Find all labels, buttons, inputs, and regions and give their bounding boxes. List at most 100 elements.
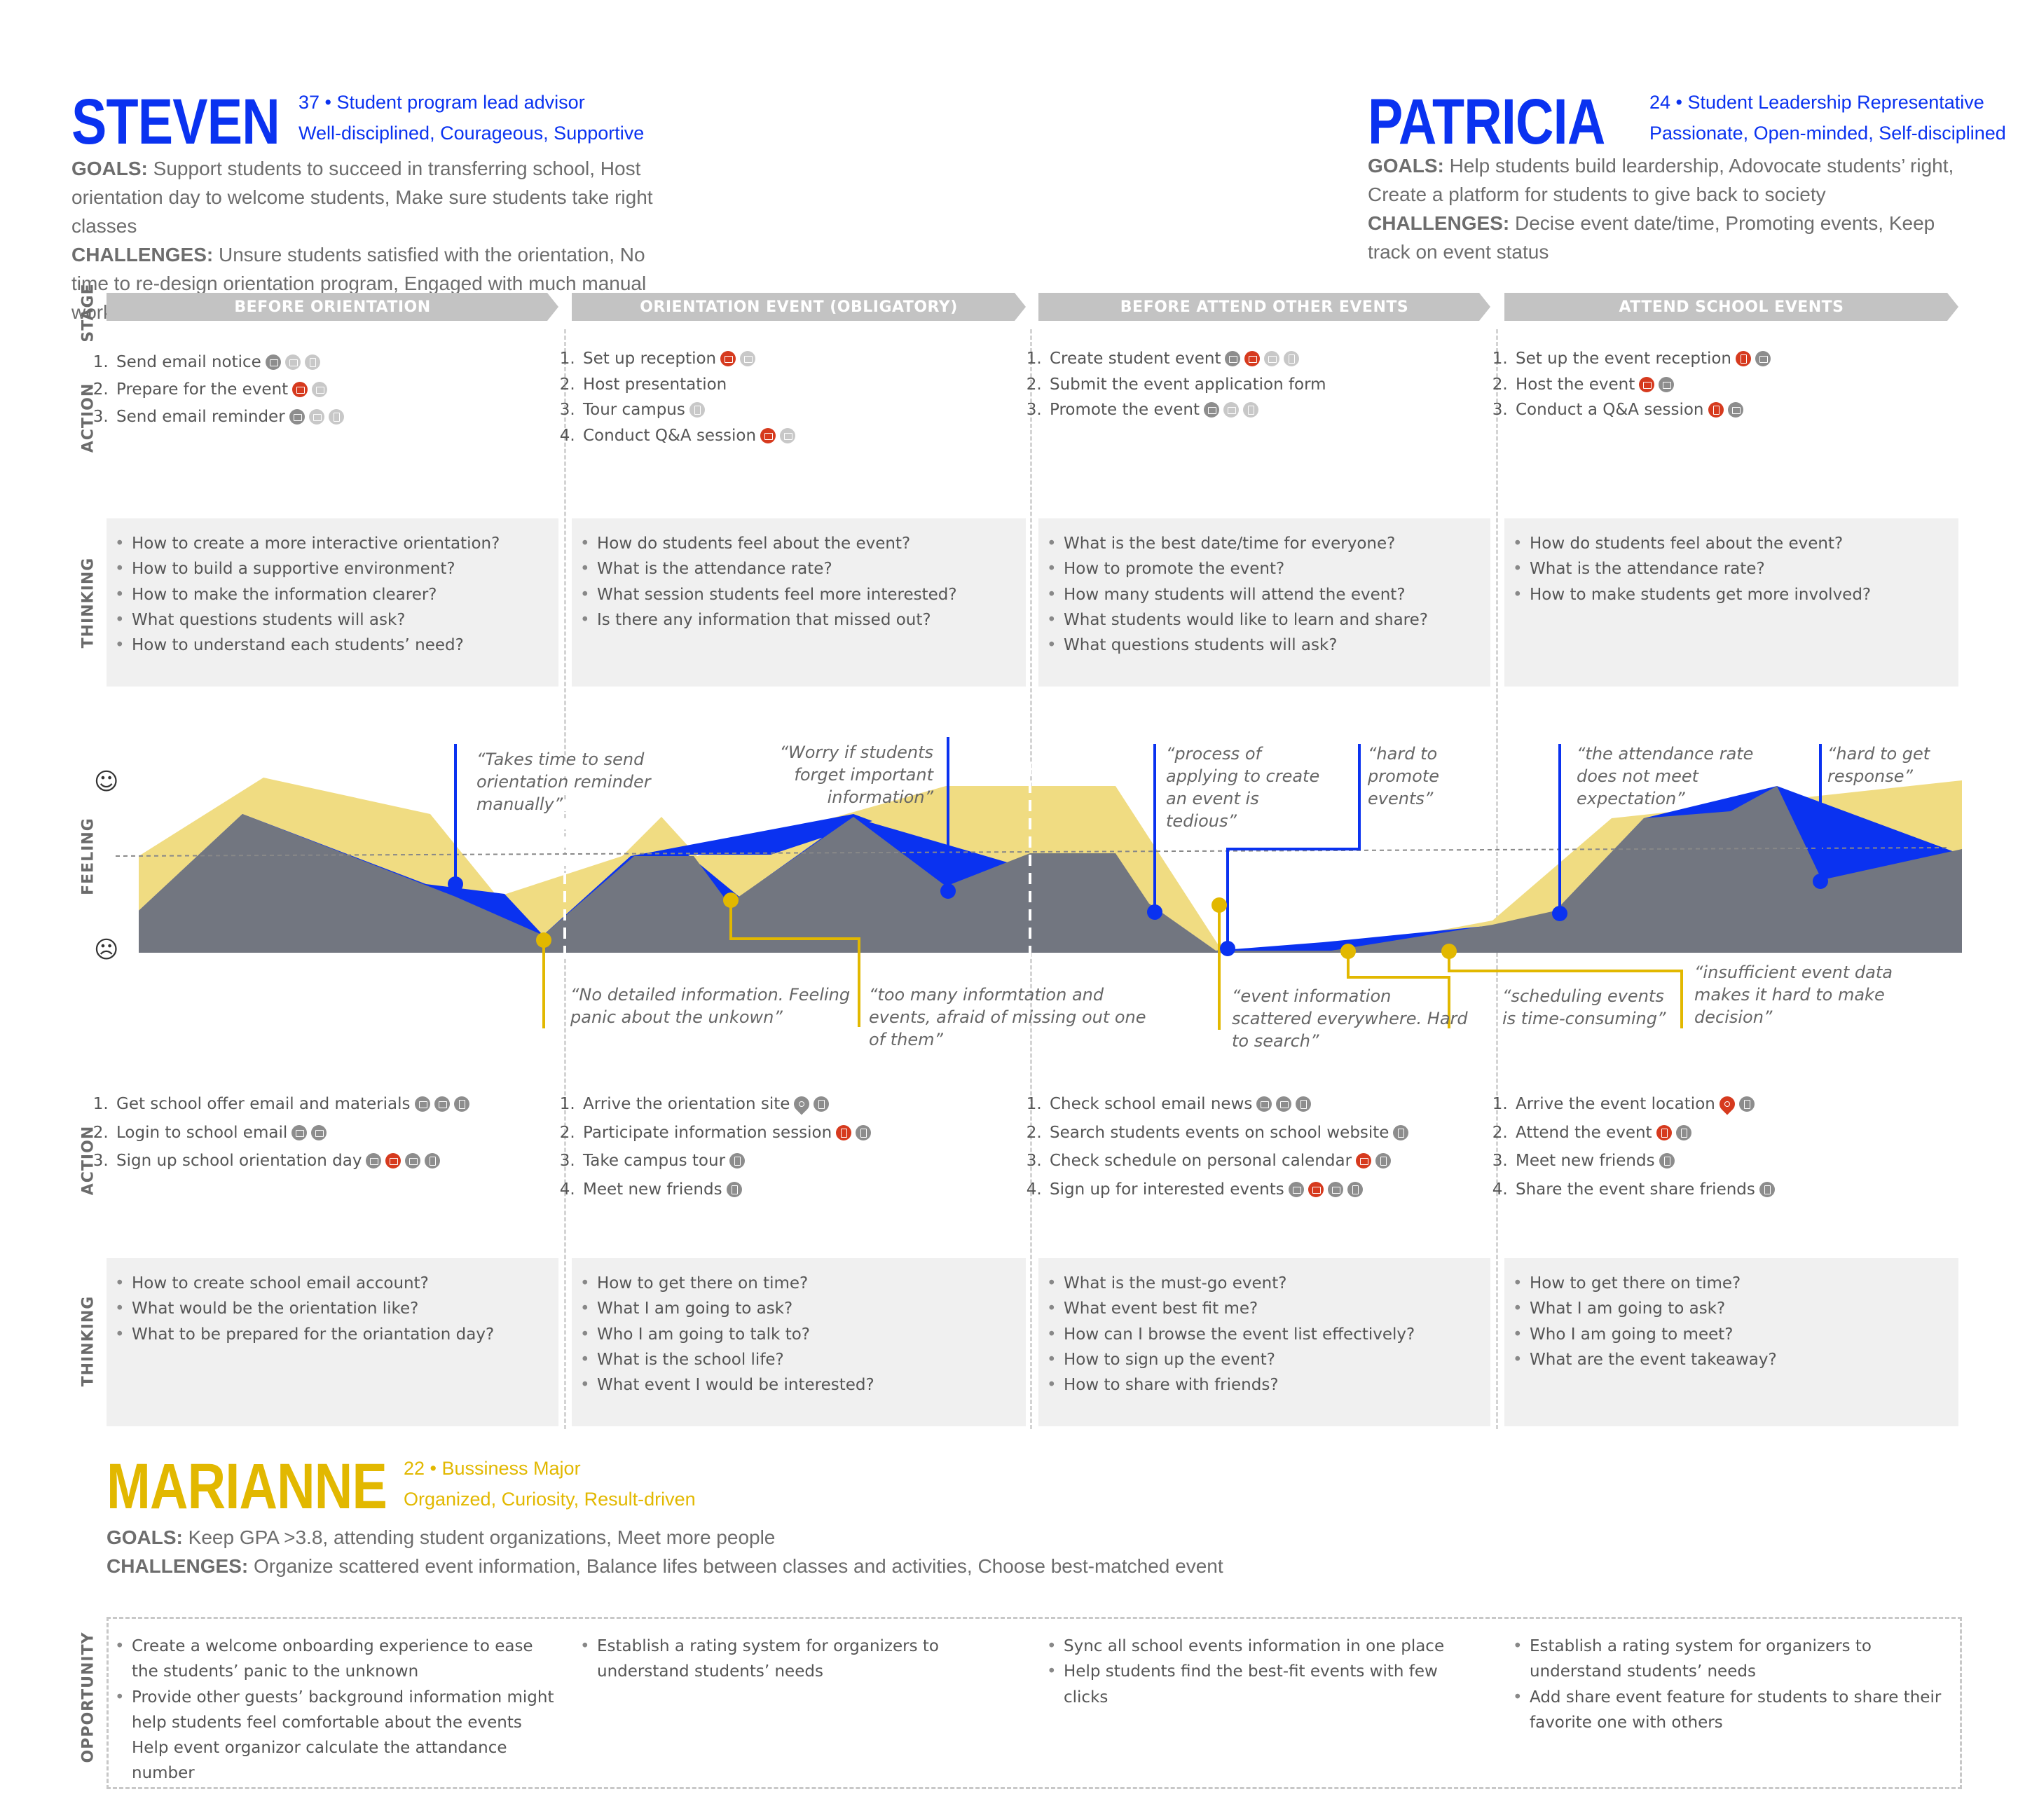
column-divider-3: [1496, 329, 1498, 1429]
phone-icon: [453, 1096, 469, 1112]
phone-icon: [328, 409, 344, 425]
phone-icon: [1296, 1096, 1312, 1112]
marianne-feeling-point: [723, 892, 739, 908]
marianne-feeling-point: [536, 932, 551, 948]
feeling-quote: “hard to get response”: [1827, 744, 1930, 786]
student-thinking-col-2: How to get there on time? What I am goin…: [572, 1258, 1026, 1426]
list-item: Prepare for the event: [114, 376, 549, 404]
student-actions-col-4: Arrive the event location Attend the eve…: [1493, 1090, 1949, 1204]
phone-icon: [1393, 1124, 1409, 1140]
list-item: Get school offer email and materials: [114, 1090, 549, 1119]
chat-icon: [780, 427, 796, 443]
list-item: What to be prepared for the oriantation …: [115, 1322, 558, 1348]
list-item: How to get there on time?: [580, 1271, 1026, 1297]
persona-patricia-goals: GOALS: Help students build leardership, …: [1368, 155, 1954, 205]
chat-icon: [284, 354, 301, 370]
chat-icon: [1276, 1096, 1292, 1112]
chat-icon: [1727, 402, 1743, 418]
list-item: How to get there on time?: [1513, 1271, 1958, 1297]
steven-feeling-point: [448, 876, 463, 892]
student-actions-col-3: Check school email news Search students …: [1027, 1090, 1504, 1204]
list-item: What is the best date/time for everyone?: [1047, 531, 1490, 557]
email-icon: [289, 409, 305, 425]
list-item: What is the attendance rate?: [580, 556, 1026, 582]
persona-steven-traits: Well-disciplined, Courageous, Supportive: [298, 123, 645, 144]
feeling-quote: “Worry if students forget important info…: [779, 743, 933, 807]
list-item: How to make students get more involved?: [1513, 582, 1958, 608]
opportunity-col-4: Establish a rating system for organizers…: [1504, 1634, 1956, 1735]
persona-patricia-challenges: CHALLENGES: Decise event date/time, Prom…: [1368, 212, 1935, 263]
phone-icon: [425, 1153, 441, 1168]
list-item: Promote the event: [1047, 397, 1483, 423]
feeling-quote: “hard to promote events”: [1368, 744, 1440, 808]
phone-icon: [1284, 351, 1300, 366]
feeling-graph: [115, 737, 1962, 1030]
chat-icon: [405, 1153, 421, 1168]
happy-face-icon: ☺: [94, 768, 119, 796]
phone-icon: [1675, 1124, 1691, 1140]
list-item: What would be the orientation like?: [115, 1296, 558, 1322]
persona-steven-name: STEVEN: [71, 86, 280, 158]
marianne-feeling-point: [1340, 944, 1356, 959]
phone-icon: [814, 1096, 830, 1112]
list-item: What questions students will ask?: [1047, 633, 1490, 659]
list-item: Create student event: [1047, 346, 1483, 372]
list-item: Who I am going to meet?: [1513, 1322, 1958, 1348]
persona-steven-meta: 37 • Student program lead advisor Well-d…: [298, 87, 644, 149]
phone-icon: [729, 1153, 746, 1168]
pin-icon: [1716, 1093, 1738, 1115]
chat-icon: [1327, 1181, 1343, 1197]
marianne-connector: [729, 900, 860, 1027]
phone-icon: [1375, 1153, 1392, 1168]
phone-icon: [304, 354, 320, 370]
phone-icon: [1347, 1181, 1363, 1197]
persona-marianne-meta: 22 • Bussiness Major Organized, Curiosit…: [404, 1453, 696, 1515]
list-item: Check schedule on personal calendar: [1047, 1147, 1504, 1176]
persona-patricia-meta: 24 • Student Leadership Representative P…: [1649, 87, 2006, 149]
row-label-opportunity: OPPORTUNITY: [79, 1632, 97, 1763]
list-item: Conduct a Q&A session: [1513, 397, 1949, 423]
feeling-quote: “No detailed information. Feeling panic …: [570, 985, 851, 1027]
phone-icon: [1759, 1181, 1775, 1197]
feeling-quote: “scheduling events is time-consuming”: [1502, 986, 1666, 1028]
clipboard-icon: [836, 1124, 852, 1140]
list-item: What is the must-go event?: [1047, 1271, 1490, 1297]
student-thinking-col-1: How to create school email account? What…: [107, 1258, 558, 1426]
email-icon: [414, 1096, 430, 1112]
list-item: Participate information session: [580, 1119, 1016, 1147]
chat-icon: [1223, 402, 1240, 418]
calendar-icon: [385, 1153, 401, 1168]
phone-icon: [726, 1181, 742, 1197]
persona-steven-age-role: 37 • Student program lead advisor: [298, 92, 585, 113]
persona-marianne-challenges: CHALLENGES: Organize scattered event inf…: [107, 1555, 1223, 1577]
opportunity-box: [107, 1617, 1962, 1789]
list-item: Host the event: [1513, 372, 1949, 398]
persona-marianne-age-role: 22 • Bussiness Major: [404, 1458, 581, 1479]
persona-patricia-age-role: 24 • Student Leadership Representative: [1649, 92, 1984, 113]
chat-icon: [308, 409, 324, 425]
marianne-feeling-point: [1212, 897, 1227, 913]
persona-marianne-description: GOALS: Keep GPA >3.8, attending student …: [107, 1523, 1368, 1580]
list-item: How many students will attend the event?: [1047, 582, 1490, 608]
sad-face-icon: ☹: [94, 936, 119, 964]
document-icon: [760, 427, 776, 443]
feeling-quote: “Takes time to send orientation reminder…: [476, 750, 651, 814]
email-icon: [1288, 1181, 1304, 1197]
phone-icon: [1738, 1096, 1755, 1112]
list-item: How to make the information clearer?: [115, 582, 558, 608]
list-item: Submit the event application form: [1047, 372, 1483, 398]
list-item: Share the event share friends: [1513, 1176, 1949, 1204]
organizer-actions-col-4: Set up the event reception Host the even…: [1493, 346, 1949, 423]
list-item: What are the event takeaway?: [1513, 1347, 1958, 1373]
stage-attend-school-events: ATTEND SCHOOL EVENTS: [1504, 293, 1958, 321]
calendar-icon: [1356, 1153, 1372, 1168]
organizer-thinking-col-2: How do students feel about the event? Wh…: [572, 518, 1026, 687]
list-item: Attend the event: [1513, 1119, 1949, 1147]
list-item: Meet new friends: [580, 1176, 1016, 1204]
marianne-feeling-point: [1441, 944, 1457, 959]
document-icon: [292, 382, 308, 397]
patricia-connector: [1226, 744, 1361, 947]
persona-patricia-name: PATRICIA: [1368, 86, 1605, 158]
persona-marianne-goals: GOALS: Keep GPA >3.8, attending student …: [107, 1526, 776, 1548]
patricia-feeling-point: [1147, 904, 1162, 920]
